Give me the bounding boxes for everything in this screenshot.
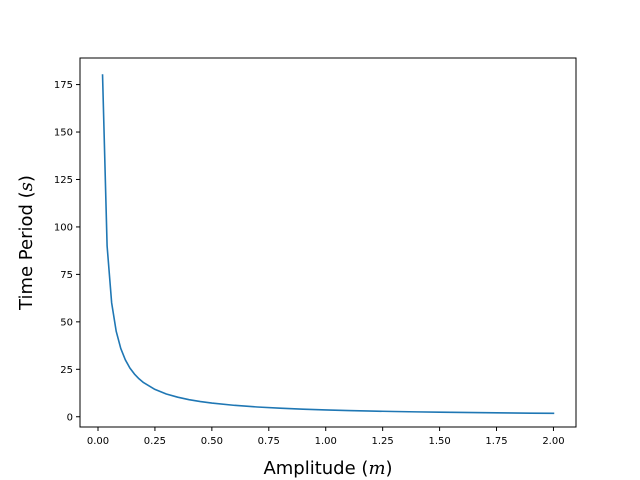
- x-axis-label: Amplitude (m): [263, 458, 392, 479]
- x-tick-label: 0.00: [87, 436, 109, 447]
- x-tick-label: 0.25: [144, 436, 166, 447]
- x-tick-label: 0.50: [201, 436, 223, 447]
- y-tick-label: 0: [67, 412, 73, 423]
- x-tick-label: 2.00: [542, 436, 564, 447]
- y-tick-label: 50: [60, 317, 73, 328]
- x-tick-label: 1.00: [315, 436, 337, 447]
- y-axis-label: Time Period (s): [16, 175, 37, 311]
- x-tick-label: 0.75: [258, 436, 280, 447]
- y-tick-label: 100: [54, 222, 73, 233]
- y-axis-ticks: 0 25 50 75 100 125 150 175: [54, 80, 80, 423]
- y-tick-label: 150: [54, 128, 73, 139]
- x-tick-label: 1.50: [428, 436, 450, 447]
- x-axis-ticks: 0.00 0.25 0.50 0.75 1.00 1.25 1.50 1.75 2.00: [87, 427, 565, 447]
- x-tick-label: 1.25: [372, 436, 394, 447]
- y-tick-label: 125: [54, 175, 73, 186]
- series-line: [101, 74, 555, 415]
- axes-frame: [79, 57, 577, 428]
- x-tick-label: 1.75: [485, 436, 507, 447]
- y-tick-label: 175: [54, 80, 73, 91]
- plot-area: [101, 74, 555, 415]
- y-tick-label: 25: [60, 365, 73, 376]
- y-tick-label: 75: [60, 270, 73, 281]
